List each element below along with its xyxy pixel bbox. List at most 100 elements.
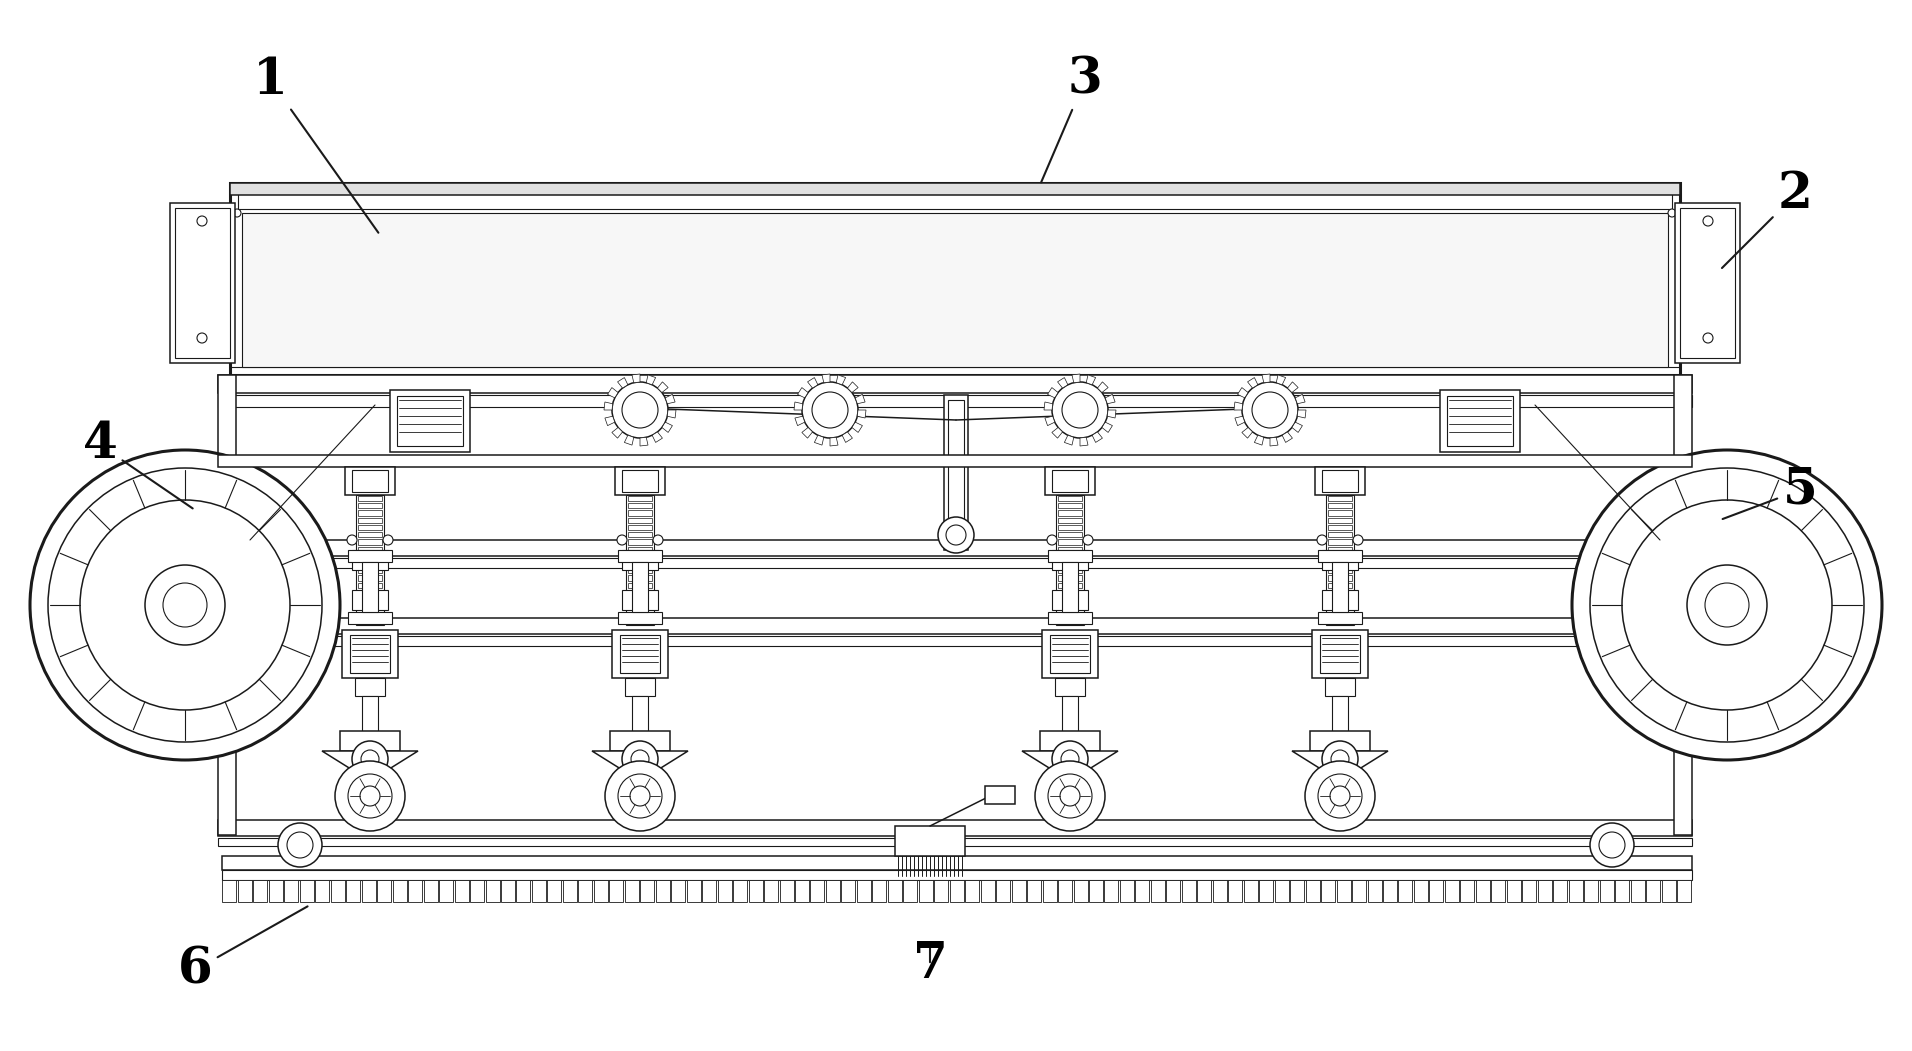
Bar <box>1057 597 1082 602</box>
Bar <box>1073 880 1088 902</box>
Bar <box>1329 554 1352 559</box>
Bar <box>627 496 652 501</box>
Bar <box>1057 511 1082 516</box>
Polygon shape <box>1057 377 1067 388</box>
Bar <box>627 569 652 574</box>
Bar <box>218 395 1692 407</box>
Bar <box>1057 496 1082 501</box>
Bar <box>1291 880 1304 902</box>
Bar <box>1275 880 1289 902</box>
Bar <box>1057 532 1082 537</box>
Polygon shape <box>1080 437 1088 446</box>
Bar <box>218 636 1692 646</box>
Polygon shape <box>1294 394 1306 404</box>
Bar <box>702 880 717 902</box>
Bar <box>254 880 268 902</box>
Bar <box>627 582 652 588</box>
Polygon shape <box>830 437 837 446</box>
Polygon shape <box>1298 410 1306 418</box>
Bar <box>857 880 870 902</box>
Polygon shape <box>1293 423 1302 432</box>
Circle shape <box>1034 761 1105 831</box>
Bar <box>811 880 824 902</box>
Bar <box>1046 467 1096 495</box>
Circle shape <box>359 786 380 806</box>
Bar <box>377 880 392 902</box>
Bar <box>1317 550 1361 562</box>
Bar <box>981 880 994 902</box>
Polygon shape <box>667 410 677 418</box>
Bar <box>218 540 1692 556</box>
Circle shape <box>1243 382 1298 438</box>
Bar <box>627 532 652 537</box>
Bar <box>627 576 652 580</box>
Bar <box>610 731 669 751</box>
Circle shape <box>348 774 392 818</box>
Circle shape <box>352 741 388 777</box>
Bar <box>1061 562 1078 612</box>
Bar <box>1329 590 1352 595</box>
Circle shape <box>1598 832 1625 858</box>
Bar <box>1090 880 1103 902</box>
Bar <box>1329 518 1352 523</box>
Bar <box>1312 630 1367 678</box>
Bar <box>300 880 314 902</box>
Bar <box>1367 880 1382 902</box>
Bar <box>579 880 593 902</box>
Polygon shape <box>1048 388 1057 398</box>
Polygon shape <box>1044 416 1055 426</box>
Circle shape <box>629 786 650 806</box>
Circle shape <box>1306 761 1375 831</box>
Bar <box>218 820 1692 836</box>
Bar <box>424 880 438 902</box>
Bar <box>455 880 468 902</box>
Bar <box>331 880 344 902</box>
Circle shape <box>618 774 662 818</box>
Bar <box>1491 880 1505 902</box>
Bar <box>625 880 639 902</box>
Bar <box>627 612 652 617</box>
Bar <box>348 612 392 624</box>
Bar <box>346 880 359 902</box>
Bar <box>619 635 660 673</box>
Polygon shape <box>1044 401 1054 410</box>
Bar <box>222 870 1692 880</box>
Circle shape <box>939 517 973 553</box>
Bar <box>1553 880 1568 902</box>
Circle shape <box>197 217 206 226</box>
Bar <box>237 191 1671 209</box>
Circle shape <box>1048 774 1092 818</box>
Bar <box>1585 880 1598 902</box>
Bar <box>1057 547 1082 552</box>
Bar <box>780 880 793 902</box>
Bar <box>361 562 379 612</box>
Polygon shape <box>1097 382 1109 392</box>
Bar <box>618 550 662 562</box>
Text: 5: 5 <box>1723 466 1818 519</box>
Bar <box>356 495 384 625</box>
Circle shape <box>1621 500 1832 710</box>
Circle shape <box>277 823 321 867</box>
Polygon shape <box>665 394 675 404</box>
Bar <box>1329 619 1352 624</box>
Bar <box>1440 390 1520 452</box>
Polygon shape <box>641 437 648 446</box>
Polygon shape <box>1235 416 1245 426</box>
Circle shape <box>1667 209 1677 217</box>
Bar <box>352 470 388 492</box>
Circle shape <box>1704 217 1713 226</box>
Bar <box>1315 467 1365 495</box>
Bar <box>361 880 377 902</box>
Bar <box>1321 590 1358 610</box>
Bar <box>222 856 1692 870</box>
Bar <box>1057 604 1082 610</box>
Bar <box>1321 880 1335 902</box>
Bar <box>945 395 967 550</box>
Polygon shape <box>1275 375 1285 385</box>
Polygon shape <box>807 377 818 388</box>
Polygon shape <box>321 751 419 781</box>
Bar <box>612 630 667 678</box>
Bar <box>1415 880 1428 902</box>
Polygon shape <box>853 423 862 432</box>
Bar <box>358 604 382 610</box>
